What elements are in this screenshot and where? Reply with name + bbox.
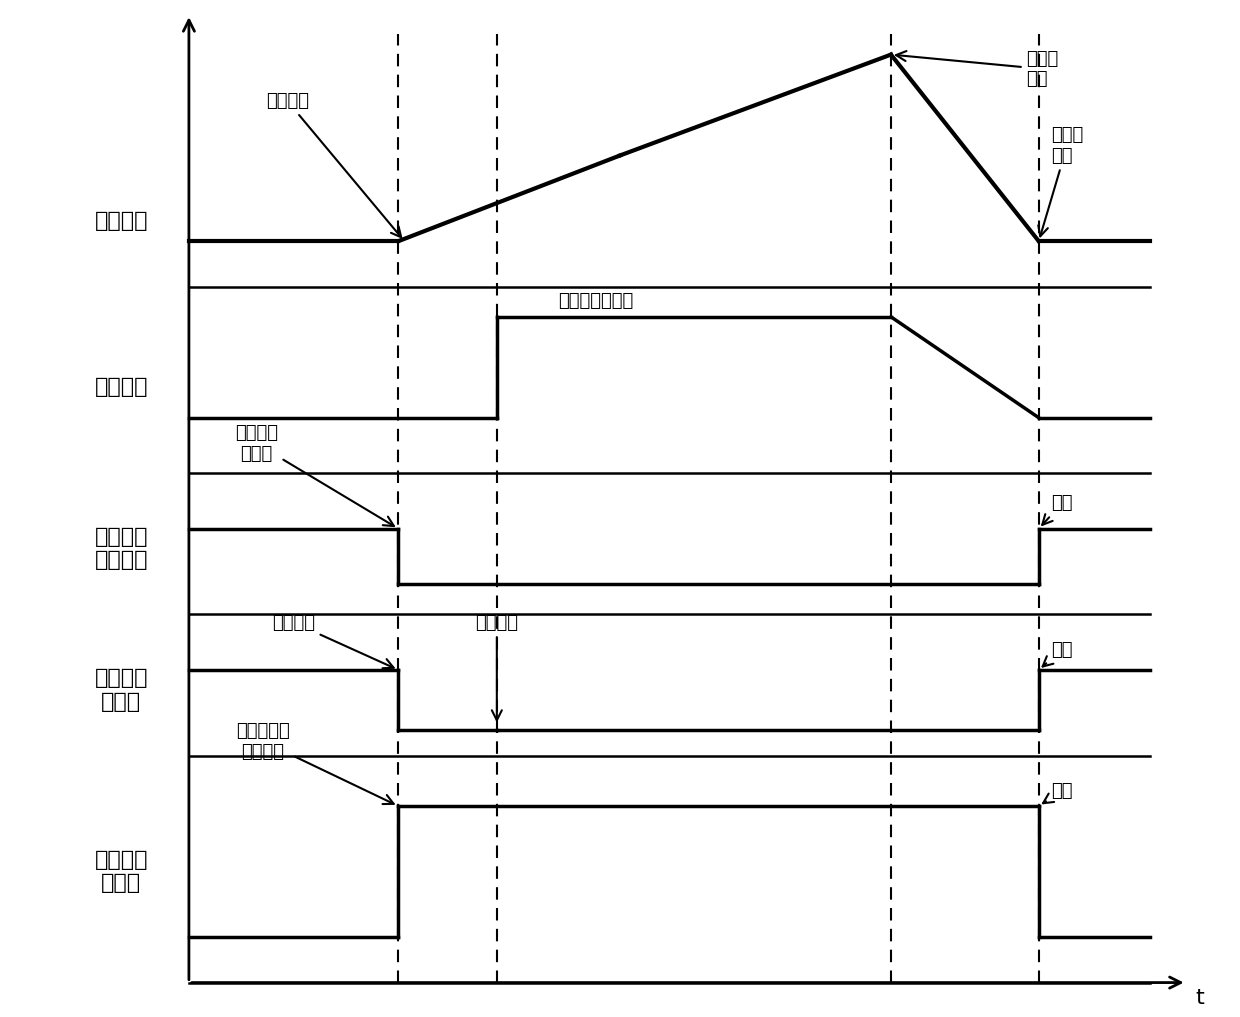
- Text: t: t: [1195, 988, 1204, 1008]
- Text: 启动限流: 启动限流: [265, 93, 402, 237]
- Text: 超高速机
械开关: 超高速机 械开关: [94, 668, 148, 712]
- Text: 可关断半
导体组件: 可关断半 导体组件: [94, 527, 148, 571]
- Text: 合闸: 合闸: [1043, 641, 1073, 666]
- Text: 电流波形: 电流波形: [94, 212, 148, 231]
- Text: 关断: 关断: [1043, 782, 1073, 803]
- Text: 电压波形: 电压波形: [94, 377, 148, 398]
- Text: 大量半导体
组件触发: 大量半导体 组件触发: [236, 722, 393, 804]
- Text: 开通: 开通: [1042, 494, 1073, 525]
- Text: 大量半导
体组件: 大量半导 体组件: [94, 850, 148, 893]
- Text: 避雷器保护动作: 避雷器保护动作: [558, 292, 634, 310]
- Text: 断路器
动作: 断路器 动作: [897, 50, 1059, 88]
- Text: 分闸开始: 分闸开始: [272, 613, 393, 668]
- Text: 限流器
恢复: 限流器 恢复: [1038, 126, 1084, 236]
- Text: 可关断组
件关断: 可关断组 件关断: [236, 424, 394, 526]
- Text: 分闸完成: 分闸完成: [475, 613, 518, 720]
